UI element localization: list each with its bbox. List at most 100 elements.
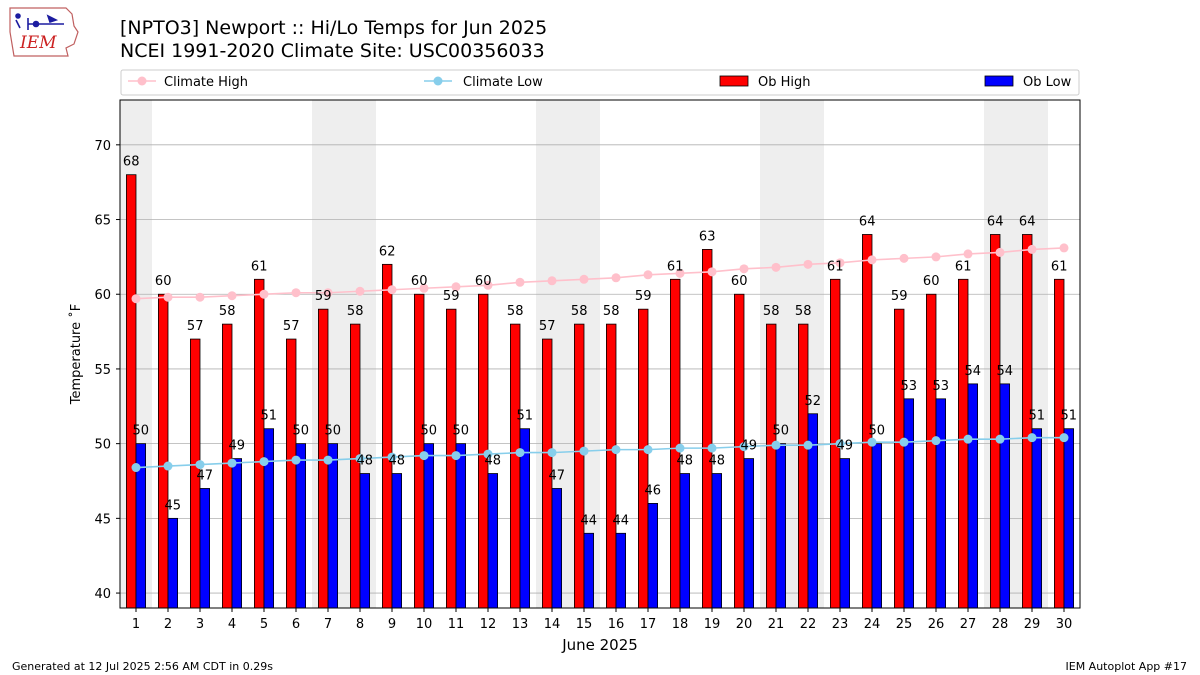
climate-high-point: [1027, 244, 1037, 254]
ob-low-bar: [391, 473, 403, 609]
ob-high-bar: [574, 323, 585, 609]
ob-low-bar: [231, 458, 243, 609]
climate-low-point: [1027, 433, 1037, 443]
climate-high-point: [931, 252, 941, 262]
legend-label-ob-high: Ob High: [758, 75, 811, 90]
x-tick-label: 2: [164, 617, 172, 632]
y-tick-label: 70: [94, 139, 111, 154]
x-tick-label: 28: [992, 617, 1009, 632]
ob-low-value-label: 50: [773, 424, 790, 439]
climate-high-point: [995, 247, 1005, 257]
climate-low-point: [163, 461, 173, 471]
ob-low-bar: [615, 532, 627, 609]
climate-high-point: [387, 285, 397, 295]
climate-high-point: [451, 282, 461, 292]
ob-high-bar: [285, 338, 297, 609]
legend-climate-high: Climate High: [128, 75, 248, 90]
x-tick-label: 11: [448, 617, 465, 632]
ob-low-value-label: 53: [901, 379, 918, 394]
ob-low-value-label: 50: [453, 424, 470, 439]
ob-high-value-label: 60: [411, 274, 428, 289]
ob-low-value-label: 48: [677, 454, 694, 469]
climate-high-point: [483, 280, 493, 290]
ob-low-value-label: 49: [837, 439, 854, 454]
x-tick-label: 26: [928, 617, 945, 632]
ob-high-value-label: 64: [987, 214, 1004, 229]
climate-low-point: [259, 457, 269, 467]
ob-low-bar: [1031, 428, 1043, 609]
climate-high-point: [355, 286, 365, 296]
ob-low-value-label: 49: [229, 439, 246, 454]
x-tick-label: 8: [356, 617, 364, 632]
x-tick-label: 19: [704, 617, 721, 632]
x-tick-label: 4: [228, 617, 236, 632]
x-tick-label: 27: [960, 617, 977, 632]
y-axis-label: Temperature ˚F: [68, 304, 84, 405]
ob-high-bar: [894, 308, 905, 609]
ob-low-bar: [263, 428, 275, 609]
climate-high-point: [291, 288, 301, 298]
x-tick-label: 24: [864, 617, 881, 632]
ob-low-value-label: 51: [1061, 409, 1078, 424]
footer-app: IEM Autoplot App #17: [1065, 660, 1188, 673]
ob-high-value-label: 61: [827, 259, 844, 274]
ob-high-value-label: 58: [219, 304, 236, 319]
climate-low-point: [899, 437, 909, 447]
ob-low-value-label: 48: [709, 454, 726, 469]
x-tick-label: 10: [416, 617, 433, 632]
x-tick-label: 17: [640, 617, 657, 632]
x-tick-label: 22: [800, 617, 817, 632]
climate-high-point: [515, 277, 525, 287]
ob-high-bar: [253, 278, 265, 609]
ob-low-value-label: 48: [485, 454, 502, 469]
ob-high-bar: [958, 278, 969, 609]
climate-high-point: [227, 291, 237, 301]
climate-high-point: [867, 255, 877, 265]
ob-low-bar: [871, 443, 883, 609]
ob-high-value-label: 59: [635, 289, 652, 304]
footer-generated: Generated at 12 Jul 2025 2:56 AM CDT in …: [12, 660, 273, 673]
ob-low-bar: [295, 443, 307, 609]
climate-low-point: [387, 452, 397, 462]
climate-high-point: [803, 259, 813, 269]
climate-low-point: [771, 440, 781, 450]
climate-low-point: [227, 458, 237, 468]
ob-high-value-label: 61: [251, 259, 268, 274]
ob-low-bar: [903, 398, 915, 609]
ob-low-value-label: 52: [805, 394, 822, 409]
climate-high-point: [611, 273, 621, 283]
ob-low-bar: [935, 398, 947, 609]
ob-low-value-label: 47: [197, 468, 214, 483]
ob-low-value-label: 50: [325, 424, 342, 439]
ob-high-value-label: 68: [123, 155, 140, 170]
climate-low-point: [547, 448, 557, 458]
climate-high-line: [135, 247, 1065, 300]
chart-legend: Climate High Climate Low Ob High Ob Low: [120, 69, 1080, 96]
ob-high-value-label: 57: [283, 319, 300, 334]
legend-label-ob-low: Ob Low: [1023, 75, 1072, 90]
ob-high-value-label: 60: [923, 274, 940, 289]
y-tick-label: 50: [94, 438, 111, 453]
ob-high-value-label: 59: [443, 289, 460, 304]
x-tick-label: 13: [512, 617, 529, 632]
ob-high-value-label: 58: [571, 304, 588, 319]
ob-low-value-label: 44: [581, 513, 598, 528]
climate-low-point: [579, 446, 589, 456]
legend-climate-low: Climate Low: [424, 75, 543, 90]
ob-low-value-label: 45: [165, 498, 182, 513]
climate-high-point: [675, 268, 685, 278]
ob-low-value-label: 50: [421, 424, 438, 439]
climate-low-point: [611, 445, 621, 455]
ob-low-bar: [455, 443, 467, 609]
ob-high-value-label: 61: [1051, 259, 1068, 274]
ob-low-bar: [775, 443, 787, 609]
ob-high-bar: [157, 293, 169, 609]
climate-low-point: [355, 454, 365, 464]
ob-high-bar: [990, 234, 1001, 609]
climate-high-point: [259, 289, 269, 299]
ob-low-bar: [679, 473, 691, 609]
ob-high-value-label: 58: [347, 304, 364, 319]
climate-low-point: [131, 463, 141, 473]
climate-low-point: [291, 455, 301, 465]
